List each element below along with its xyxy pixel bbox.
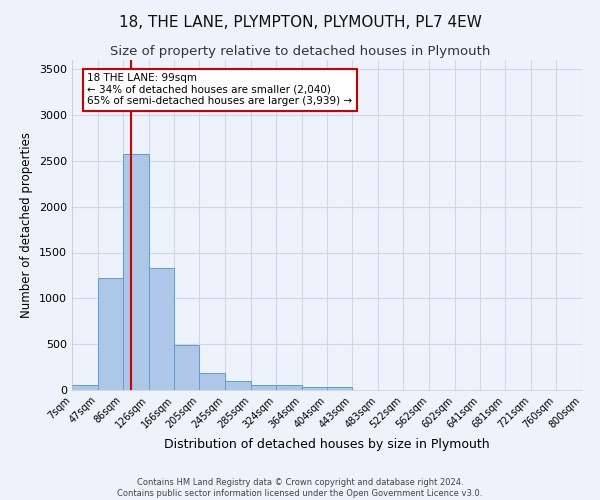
Bar (251, 386, 276, 390)
Bar (149, 268, 174, 390)
Bar (123, 154, 149, 390)
Y-axis label: Number of detached properties: Number of detached properties (20, 132, 34, 318)
Text: 18, THE LANE, PLYMPTON, PLYMOUTH, PL7 4EW: 18, THE LANE, PLYMPTON, PLYMOUTH, PL7 4E… (119, 15, 481, 30)
Text: Contains HM Land Registry data © Crown copyright and database right 2024.
Contai: Contains HM Land Registry data © Crown c… (118, 478, 482, 498)
Bar (276, 386, 302, 390)
Bar (72, 386, 98, 390)
Bar (302, 387, 328, 390)
Bar (328, 387, 352, 390)
Bar (174, 345, 199, 390)
Bar (225, 382, 251, 390)
Text: Size of property relative to detached houses in Plymouth: Size of property relative to detached ho… (110, 45, 490, 58)
Text: 18 THE LANE: 99sqm
← 34% of detached houses are smaller (2,040)
65% of semi-deta: 18 THE LANE: 99sqm ← 34% of detached hou… (88, 73, 352, 106)
X-axis label: Distribution of detached houses by size in Plymouth: Distribution of detached houses by size … (164, 438, 490, 451)
Bar (199, 373, 225, 390)
Bar (98, 278, 123, 390)
